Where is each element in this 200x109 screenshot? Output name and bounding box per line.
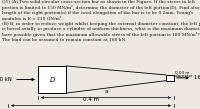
Text: D: D — [49, 77, 55, 83]
Text: 160 kN: 160 kN — [194, 75, 200, 80]
Bar — [166, 75, 174, 81]
Text: Q1) (A) Two solid circular cross-section bar as shown in the Figure. If the stre: Q1) (A) Two solid circular cross-section… — [2, 0, 200, 42]
Bar — [38, 66, 66, 93]
Text: a: a — [104, 89, 108, 94]
Text: 0.03 m: 0.03 m — [175, 71, 190, 75]
Text: 0.4 m: 0.4 m — [83, 97, 99, 102]
Text: diameter: diameter — [175, 74, 194, 78]
Text: 160 kN: 160 kN — [0, 77, 12, 82]
